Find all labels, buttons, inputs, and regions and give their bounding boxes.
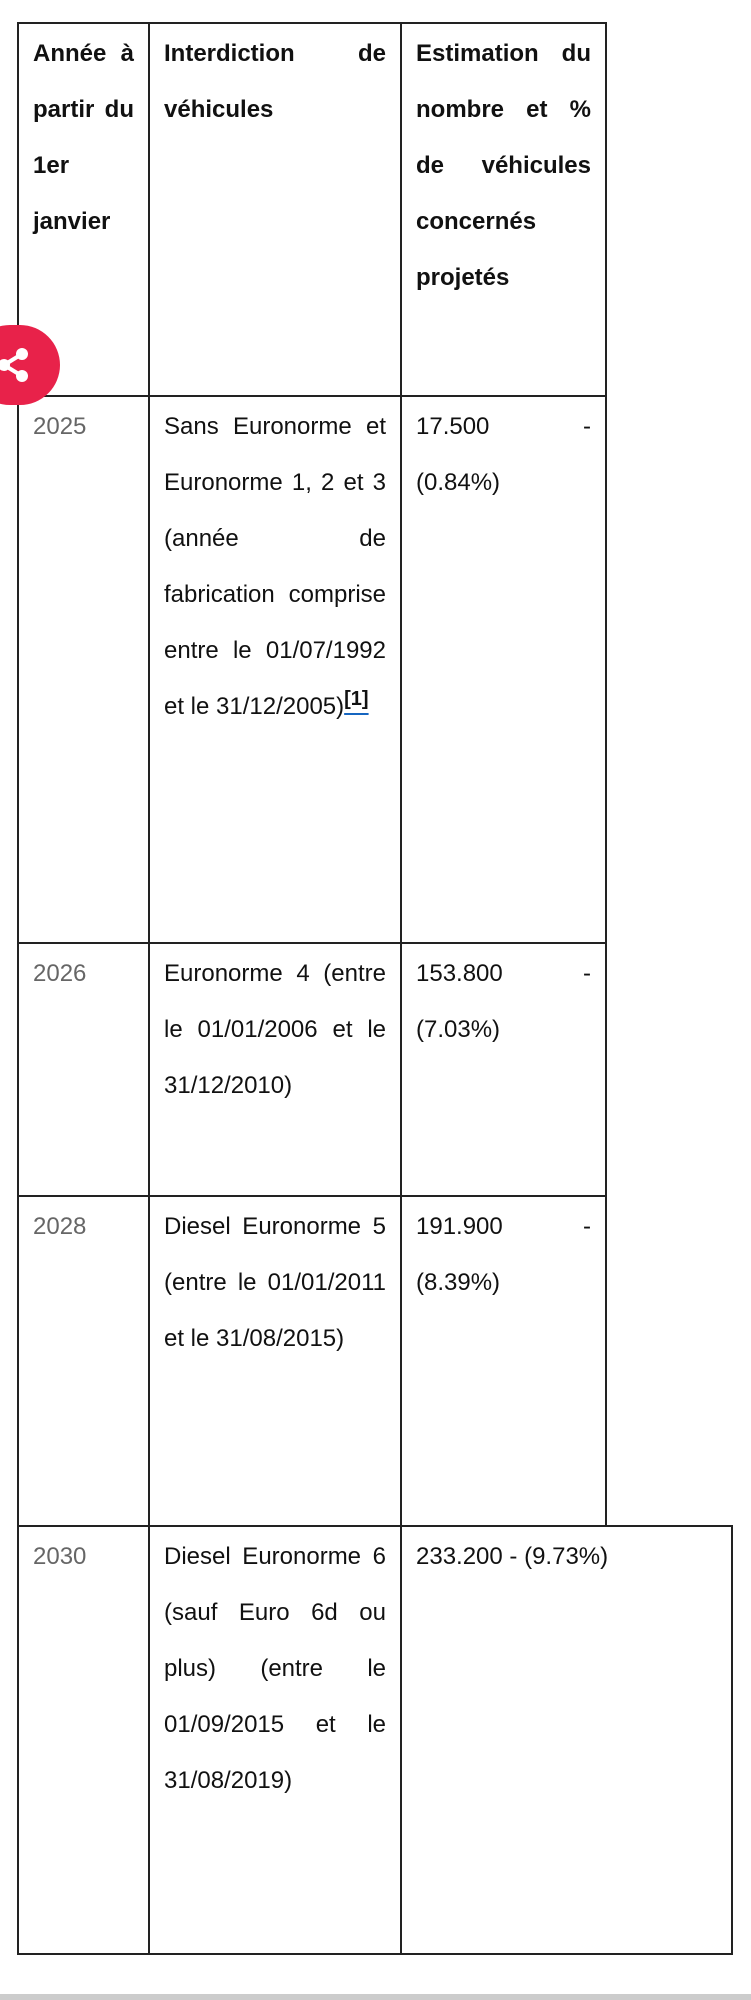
row-2028-ban: Diesel Euronorme 5 (entre le 01/01/2011 … — [148, 1195, 402, 1527]
header-estimate: Estimation du nombre et % de véhicules c… — [400, 22, 607, 397]
row-2025-estimate: 17.500 - (0.84%) — [400, 395, 607, 944]
header-ban: Interdiction de véhicules — [148, 22, 402, 397]
row-2028-estimate: 191.900 - (8.39%) — [400, 1195, 607, 1527]
share-button[interactable] — [0, 325, 60, 405]
row-2030-year: 2030 — [17, 1525, 150, 1955]
share-icon — [0, 348, 28, 382]
ban-text: Sans Euronorme et Euronorme 1, 2 et 3 (a… — [164, 413, 386, 720]
footnote-link[interactable]: [1] — [344, 688, 369, 710]
row-2025-ban: Sans Euronorme et Euronorme 1, 2 et 3 (a… — [148, 395, 402, 944]
row-2028-year: 2028 — [17, 1195, 150, 1527]
bottom-bar — [0, 1994, 751, 2000]
row-2026-ban: Euronorme 4 (entre le 01/01/2006 et le 3… — [148, 942, 402, 1197]
row-2025-year: 2025 — [17, 395, 150, 944]
header-year: Année à partir du 1er janvier — [17, 22, 150, 397]
row-2026-estimate: 153.800 - (7.03%) — [400, 942, 607, 1197]
row-2026-year: 2026 — [17, 942, 150, 1197]
row-2030-ban: Diesel Euronorme 6 (sauf Euro 6d ou plus… — [148, 1525, 402, 1955]
row-2030-estimate: 233.200 - (9.73%) — [400, 1525, 733, 1955]
